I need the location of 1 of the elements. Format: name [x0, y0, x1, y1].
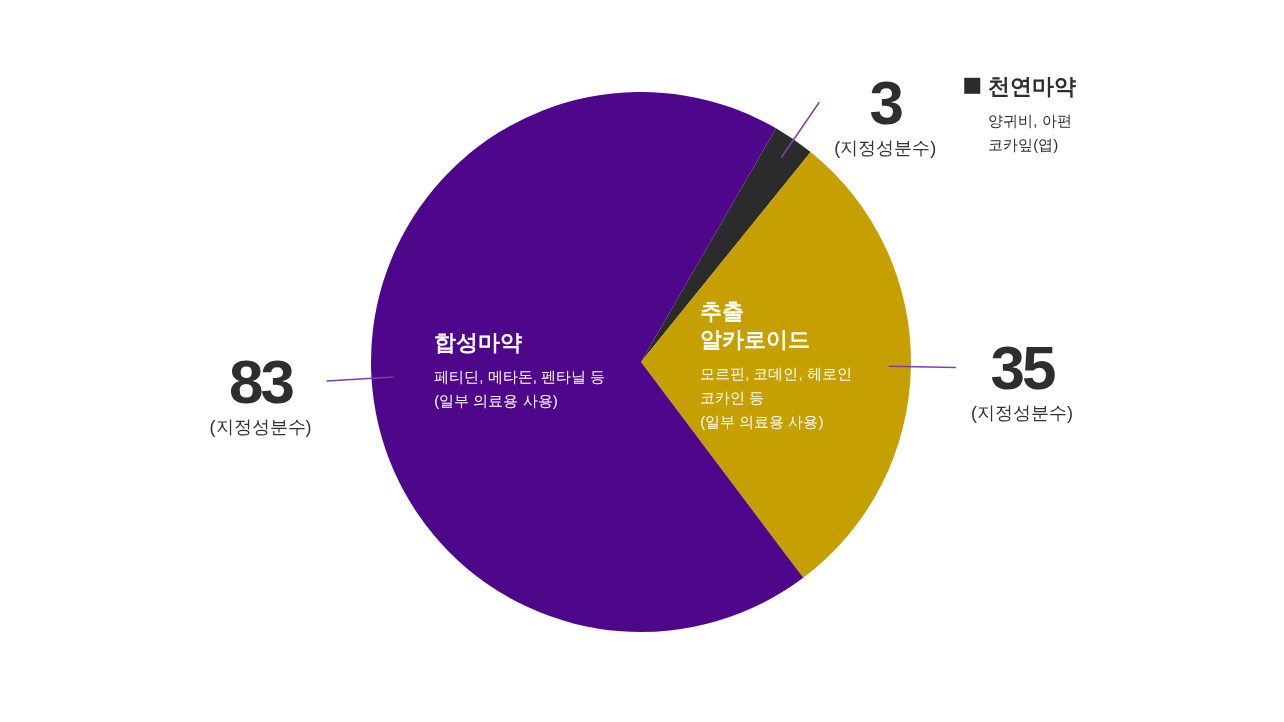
legend-label: 천연마약	[988, 73, 1077, 99]
